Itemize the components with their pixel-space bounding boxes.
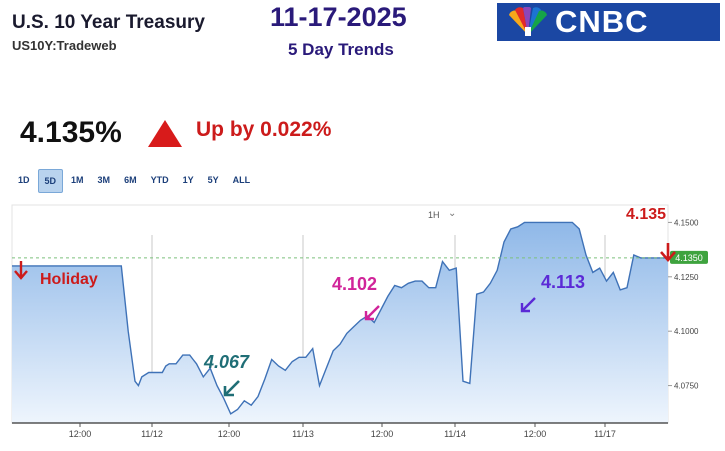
ticker-source: US10Y:Tradeweb: [12, 38, 117, 53]
date-heading: 11-17-2025: [270, 2, 407, 32]
range-1y-button[interactable]: 1Y: [182, 175, 194, 185]
x-tick-label: 11/13: [292, 429, 314, 439]
x-tick-label: 11/12: [141, 429, 163, 439]
annotation-low-4067: 4.067: [203, 352, 250, 397]
y-tick-label: 4.1250: [674, 273, 699, 282]
interval-select[interactable]: 1H: [428, 210, 440, 220]
annotation-holiday: Holiday: [14, 261, 98, 288]
peacock-icon: [509, 7, 547, 36]
range-selector: 1D 5D 1M 3M 6M YTD 1Y 5Y ALL: [12, 169, 258, 193]
x-tick-label: 11/14: [444, 429, 466, 439]
x-tick-label: 12:00: [371, 429, 394, 439]
svg-text:4.113: 4.113: [541, 272, 585, 292]
x-tick-label: 12:00: [69, 429, 92, 439]
range-5y-button[interactable]: 5Y: [207, 175, 219, 185]
range-5d-button[interactable]: 5D: [37, 169, 64, 193]
y-tick-label: 4.1500: [674, 218, 699, 227]
yield-area-fill: [12, 222, 668, 423]
svg-text:4.135: 4.135: [626, 206, 666, 223]
svg-text:Holiday: Holiday: [40, 271, 98, 288]
chevron-down-icon[interactable]: ⌄: [448, 208, 457, 219]
up-triangle-icon: [148, 120, 182, 147]
y-tick-label: 4.0750: [674, 382, 699, 391]
range-6m-button[interactable]: 6M: [124, 175, 137, 185]
range-all-button[interactable]: ALL: [232, 175, 251, 185]
current-yield: 4.135%: [20, 116, 122, 149]
arrow-down-left-icon: [364, 305, 380, 321]
x-tick-label: 11/17: [594, 429, 616, 439]
range-3m-button[interactable]: 3M: [97, 175, 111, 185]
arrow-down-left-icon: [520, 297, 536, 313]
current-value-badge: 4.1350: [670, 250, 708, 264]
y-axis: 4.0750 4.1000 4.1250 4.1500: [668, 218, 699, 391]
arrow-down-icon: [14, 261, 28, 280]
svg-text:4.102: 4.102: [332, 274, 377, 294]
range-ytd-button[interactable]: YTD: [150, 175, 169, 185]
x-axis: 12:00 11/12 12:00 11/13 12:00 11/14 12:00 11/17: [69, 423, 616, 439]
arrow-down-icon: [660, 243, 676, 262]
trend-heading: 5 Day Trends: [288, 40, 394, 59]
y-tick-label: 4.1000: [674, 327, 699, 336]
logo-wordmark: CNBC: [555, 4, 649, 39]
x-tick-label: 12:00: [524, 429, 547, 439]
annotation-4102: 4.102: [332, 274, 380, 321]
range-1d-button[interactable]: 1D: [18, 175, 30, 185]
svg-text:4.1350: 4.1350: [675, 253, 703, 263]
annotation-current-4135: 4.135: [626, 206, 676, 262]
arrow-down-left-icon: [223, 380, 240, 397]
chart-title: U.S. 10 Year Treasury: [12, 12, 205, 33]
svg-text:4.067: 4.067: [203, 352, 250, 372]
yield-line: [12, 221, 668, 415]
cnbc-logo: CNBC: [497, 3, 720, 41]
annotation-4113: 4.113: [520, 272, 585, 313]
change-text: Up by 0.022%: [196, 118, 332, 141]
range-1m-button[interactable]: 1M: [71, 175, 84, 185]
x-tick-label: 12:00: [218, 429, 241, 439]
